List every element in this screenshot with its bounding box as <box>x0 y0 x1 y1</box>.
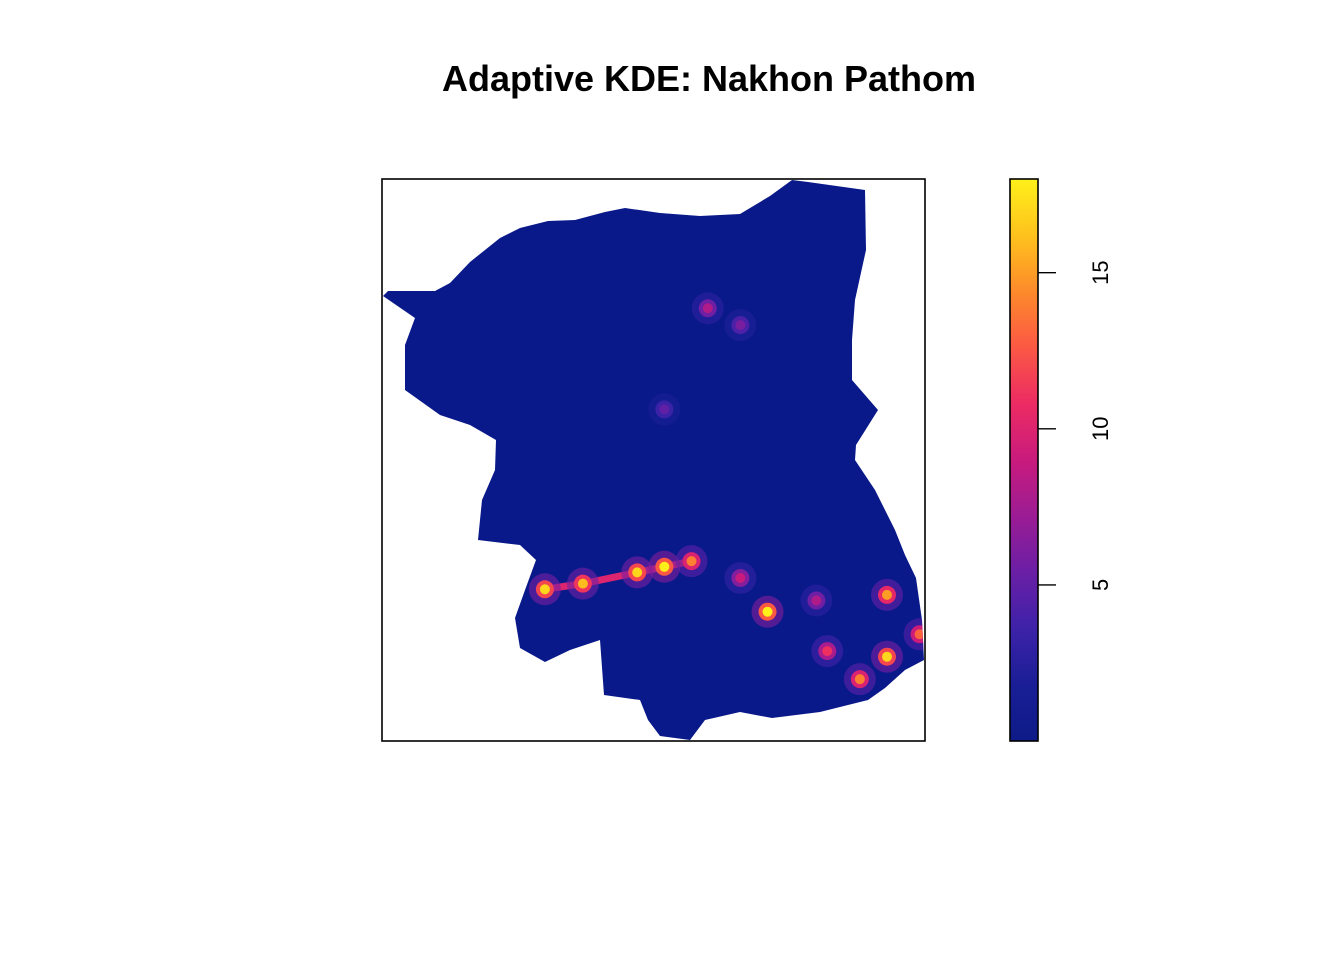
hotspot-layer <box>528 292 924 696</box>
hotspot <box>659 561 670 572</box>
hotspot <box>822 646 833 657</box>
hotspot <box>881 651 892 662</box>
colorbar <box>1009 178 1039 742</box>
hotspot <box>659 404 670 415</box>
hotspot <box>702 303 713 314</box>
hotspot <box>577 578 588 589</box>
colorbar-tick-label: 5 <box>1088 579 1113 591</box>
colorbar-tick-label: 10 <box>1088 417 1113 441</box>
hotspot <box>811 595 822 606</box>
hotspot <box>735 573 746 584</box>
hotspot <box>854 674 865 685</box>
hotspot <box>914 629 924 640</box>
colorbar-tick-label: 15 <box>1088 260 1113 284</box>
hotspot <box>735 320 746 331</box>
hotspot <box>686 556 697 567</box>
colorbar-axis: 5 10 15 <box>1038 260 1113 591</box>
hotspot <box>762 606 773 617</box>
hotspot <box>881 589 892 600</box>
hotspot <box>632 567 643 578</box>
hotspot <box>539 584 550 595</box>
chart-title: Adaptive KDE: Nakhon Pathom <box>441 58 977 99</box>
